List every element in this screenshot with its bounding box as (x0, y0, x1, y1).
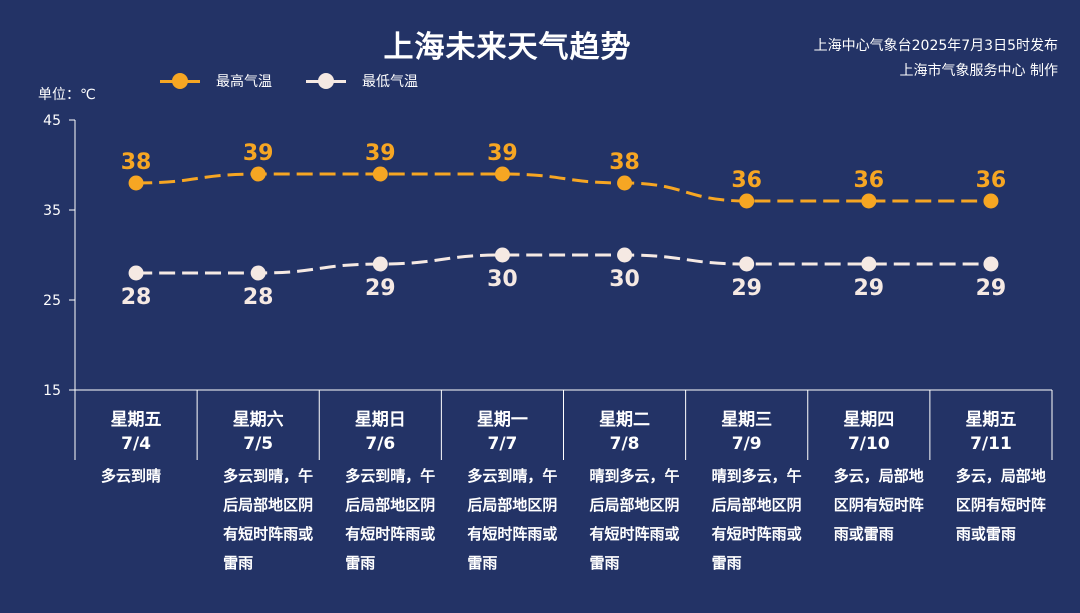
weekday-label: 星期二 (599, 410, 651, 430)
legend-item-low[interactable]: 最低气温 (306, 71, 418, 91)
low-temp-point (739, 256, 755, 272)
low-temp-label: 29 (365, 276, 396, 301)
low-temp-label: 28 (243, 285, 274, 310)
publisher-line-1: 上海中心气象台2025年7月3日5时发布 (813, 38, 1058, 54)
low-temp-point (372, 256, 388, 272)
date-label: 7/10 (847, 434, 890, 454)
legend-high-label: 最高气温 (216, 74, 272, 90)
low-temp-label: 29 (731, 276, 762, 301)
low-temp-point (983, 256, 999, 272)
weekday-label: 星期四 (843, 410, 895, 430)
weather-condition: 多云到晴，午后局部地区阴有短时阵雨或雷雨 (223, 467, 314, 572)
weather-condition: 晴到多云，午后局部地区阴有短时阵雨或雷雨 (711, 467, 802, 572)
weather-condition: 晴到多云，午后局部地区阴有短时阵雨或雷雨 (589, 467, 680, 572)
publisher-line-2: 上海市气象服务中心 制作 (899, 63, 1058, 79)
high-temp-label: 36 (731, 168, 762, 193)
high-temp-label: 38 (121, 150, 152, 175)
y-tick-label: 15 (43, 383, 61, 399)
weather-condition: 多云到晴，午后局部地区阴有短时阵雨或雷雨 (467, 467, 558, 572)
high-temp-point (128, 175, 144, 191)
publisher-info: 上海中心气象台2025年7月3日5时发布 上海市气象服务中心 制作 (814, 34, 1058, 84)
weekday-label: 星期六 (232, 410, 284, 430)
low-temp-point (861, 256, 877, 272)
high-temp-label: 39 (243, 141, 274, 166)
weekday-label: 星期一 (476, 410, 528, 430)
low-temp-line (136, 253, 991, 275)
date-label: 7/7 (487, 434, 518, 454)
high-temp-line (136, 172, 991, 203)
legend-low-label: 最低气温 (362, 74, 418, 90)
weather-condition: 多云到晴，午后局部地区阴有短时阵雨或雷雨 (345, 467, 436, 572)
low-temp-point (494, 247, 510, 263)
high-temp-point (372, 166, 388, 182)
date-label: 7/6 (365, 434, 396, 454)
high-temp-point (250, 166, 266, 182)
weekday-label: 星期日 (354, 410, 406, 430)
low-temp-label: 30 (487, 267, 518, 292)
y-tick-label: 25 (43, 293, 61, 309)
date-label: 7/11 (970, 434, 1012, 454)
date-label: 7/8 (609, 434, 640, 454)
high-temp-label: 38 (609, 150, 640, 175)
weekday-label: 星期五 (110, 410, 162, 430)
high-temp-label: 39 (365, 141, 396, 166)
high-temp-point (983, 193, 999, 209)
low-temp-point (617, 247, 633, 263)
weather-condition: 多云，局部地区阴有短时阵雨或雷雨 (955, 467, 1046, 543)
low-temp-label: 29 (854, 276, 885, 301)
weekday-label: 星期三 (721, 410, 773, 430)
weekday-label: 星期五 (965, 410, 1017, 430)
high-temp-point (739, 193, 755, 209)
date-label: 7/4 (121, 434, 151, 454)
date-label: 7/5 (243, 434, 274, 454)
low-temp-label: 30 (609, 267, 640, 292)
date-label: 7/9 (731, 434, 762, 454)
high-temp-label: 36 (976, 168, 1007, 193)
legend-high-marker-icon (160, 73, 200, 89)
high-temp-label: 39 (487, 141, 518, 166)
y-tick-label: 35 (43, 203, 61, 219)
weather-condition: 多云，局部地区阴有短时阵雨或雷雨 (833, 467, 924, 543)
legend-item-high[interactable]: 最高气温 (160, 71, 272, 91)
high-temp-point (494, 166, 510, 182)
high-temp-point (861, 193, 877, 209)
chart-title: 上海未来天气趋势 (383, 30, 632, 65)
y-tick-label: 45 (43, 113, 61, 129)
high-temp-label: 36 (854, 168, 885, 193)
low-temp-label: 28 (121, 285, 152, 310)
legend: 最高气温 最低气温 (160, 71, 418, 91)
high-temp-point (617, 175, 633, 191)
low-temp-label: 29 (976, 276, 1007, 301)
unit-label: 单位：℃ (38, 87, 96, 103)
legend-low-marker-icon (306, 73, 346, 89)
weather-condition: 多云到晴 (101, 467, 162, 485)
low-temp-point (128, 265, 144, 281)
low-temp-point (250, 265, 266, 281)
